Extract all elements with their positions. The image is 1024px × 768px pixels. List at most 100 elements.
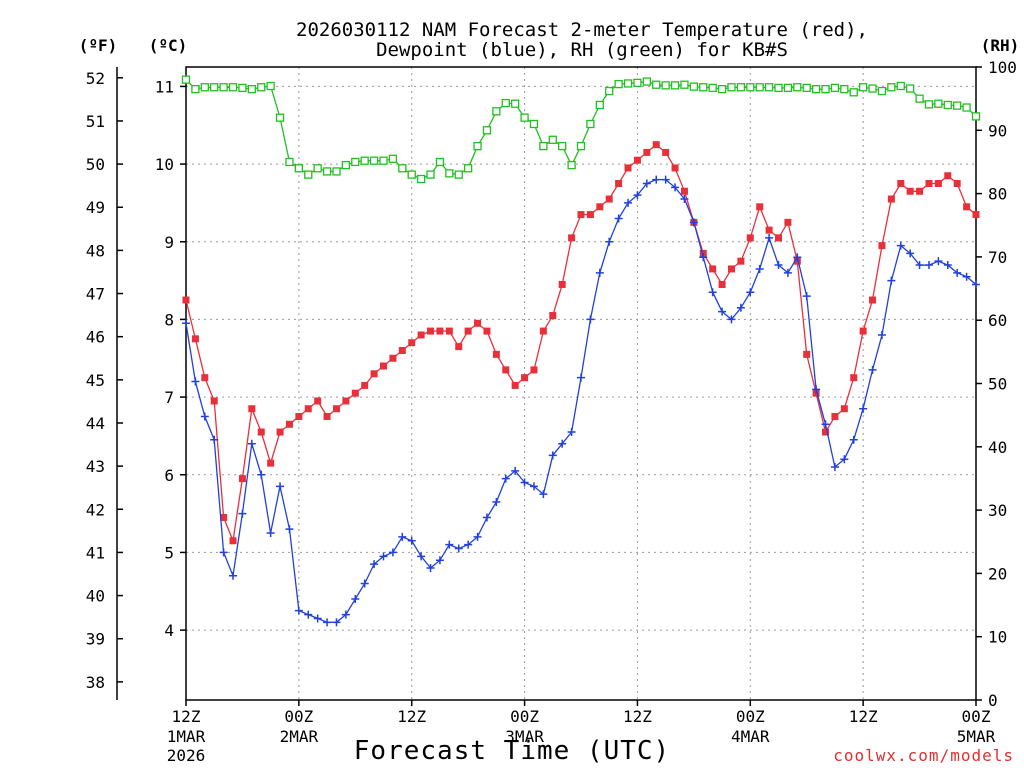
celsius-tick-label: 10 [155, 155, 174, 174]
dewpoint-point [783, 268, 792, 277]
dewpoint-point [276, 482, 285, 491]
temperature-point [483, 327, 491, 335]
rh-point [727, 83, 736, 92]
rh-tick-label: 70 [988, 248, 1007, 267]
fahrenheit-tick-label: 43 [86, 457, 105, 476]
temperature-point [351, 389, 359, 397]
temperature-point [596, 203, 604, 211]
dewpoint-point [953, 268, 962, 277]
temperature-point [455, 343, 463, 351]
temperature-point [680, 187, 688, 195]
dewpoint-point [370, 560, 379, 569]
dewpoint-point [595, 268, 604, 277]
rh-point [614, 79, 623, 89]
dewpoint-point [247, 439, 256, 448]
temperature-point [709, 265, 717, 273]
dewpoint-point [812, 385, 821, 394]
temperature-point [963, 203, 971, 211]
rh-tick-label: 60 [988, 311, 1007, 330]
dewpoint-point [379, 552, 388, 561]
temperature-point [332, 405, 340, 413]
rh-point [670, 81, 680, 90]
rh-tick-label: 100 [988, 58, 1017, 77]
dewpoint-point [972, 280, 980, 289]
temperature-point [718, 280, 726, 288]
temperature-point [210, 397, 218, 405]
rh-point [351, 157, 360, 167]
dewpoint-point [200, 412, 209, 421]
dewpoint-point [943, 261, 952, 270]
dewpoint-point [661, 175, 670, 184]
temperature-point [784, 218, 792, 226]
temperature-point [765, 226, 773, 234]
rh-point [304, 170, 313, 179]
x-tick-year-label: 2026 [167, 746, 206, 765]
temperature-point [586, 211, 594, 219]
rh-point [228, 83, 238, 92]
rh-point [454, 170, 463, 179]
fahrenheit-tick-label: 41 [86, 543, 105, 562]
plot-frame [185, 66, 977, 701]
rh-point [511, 99, 520, 108]
dewpoint-point [962, 272, 971, 281]
temperature-point [869, 296, 877, 304]
celsius-tick-label: 6 [164, 466, 174, 485]
fahrenheit-tick-label: 48 [86, 241, 105, 260]
x-tick-date-label: 1MAR [167, 727, 206, 746]
fahrenheit-tick-label: 44 [86, 414, 105, 433]
rh-point [605, 86, 614, 96]
temperature-point [380, 362, 387, 370]
x-tick-label: 00Z [962, 707, 991, 726]
rh-point [934, 99, 943, 108]
rh-point [266, 81, 275, 91]
temperature-point [803, 350, 811, 358]
rh-tick-label: 10 [988, 628, 1007, 647]
dewpoint-point [680, 195, 689, 204]
temperature-point [257, 428, 265, 436]
rh-point [821, 85, 830, 94]
temperature-point [361, 381, 369, 389]
x-tick-label: 00Z [736, 707, 765, 726]
dewpoint-point [285, 525, 294, 534]
rh-point [906, 84, 915, 93]
temperature-point [850, 374, 858, 382]
dewpoint-point [257, 470, 266, 479]
rh-point [887, 83, 896, 92]
temperature-point [342, 397, 350, 405]
dewpoint-point [182, 319, 190, 328]
fahrenheit-unit-label: (ºF) [79, 36, 118, 55]
temperature-point [314, 397, 322, 405]
temperature-point [756, 203, 764, 211]
series-dewpoint [182, 175, 980, 627]
dewpoint-point [624, 198, 633, 207]
fahrenheit-tick-label: 40 [86, 587, 105, 606]
temperature-point [201, 374, 209, 382]
dewpoint-point [699, 253, 708, 262]
rh-point [275, 113, 285, 122]
temperature-point [671, 164, 679, 172]
celsius-tick-label: 9 [164, 233, 174, 252]
temperature-point [304, 405, 312, 413]
dewpoint-point [473, 532, 482, 541]
temperature-point [238, 475, 246, 483]
dewpoint-point [426, 563, 435, 572]
series-rh [181, 75, 981, 184]
dewpoint-point [849, 435, 858, 444]
rh-point [661, 81, 670, 90]
celsius-unit-label: (ºC) [149, 36, 188, 55]
rh-point [191, 85, 200, 94]
temperature-point [878, 242, 886, 250]
rh-point [858, 83, 868, 92]
dewpoint-point [708, 288, 717, 297]
rh-tick-label: 50 [988, 375, 1007, 394]
celsius-tick-label: 4 [164, 621, 174, 640]
fahrenheit-tick-label: 38 [86, 673, 105, 692]
rh-point [689, 82, 699, 91]
x-axis-label: Forecast Time (UTC) [354, 736, 670, 766]
dewpoint-point [868, 365, 877, 374]
rh-point [473, 141, 482, 151]
source-credit: coolwx.com/models [833, 746, 1014, 765]
rh-point [332, 167, 341, 176]
dewpoint-point [511, 466, 520, 475]
dewpoint-point [859, 404, 868, 413]
